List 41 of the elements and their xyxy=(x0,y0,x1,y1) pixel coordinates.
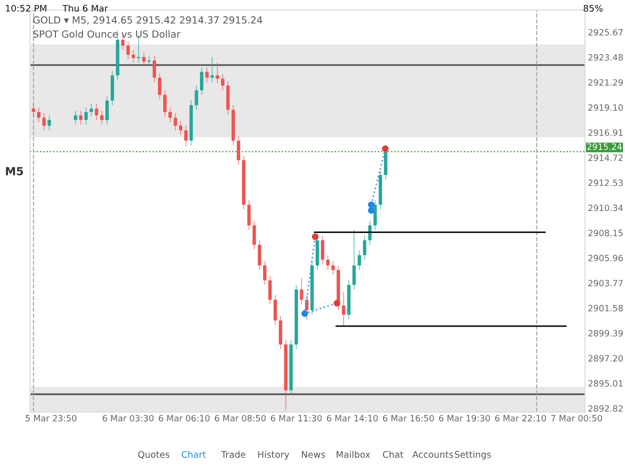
y-tick-label: 2903.77 xyxy=(588,280,623,286)
x-tick-label: 6 Mar 08:50 xyxy=(214,414,266,422)
text: Settings xyxy=(454,450,491,460)
x-tick-label: 6 Mar 22:10 xyxy=(495,414,546,422)
y-tick-label: 2895.01 xyxy=(588,380,623,387)
text: Chart xyxy=(182,450,206,458)
y-tick-label: 2912.53 xyxy=(588,180,623,186)
ref-line-label: 2915.24 xyxy=(587,143,622,150)
x-tick-label: 6 Mar 14:10 xyxy=(326,414,378,422)
x-tick-label: 6 Mar 16:50 xyxy=(383,414,434,422)
y-tick-label: 2921.29 xyxy=(588,79,623,86)
y-tick-label: 2910.34 xyxy=(588,204,623,212)
x-tick-label: 5 Mar 23:50 xyxy=(26,414,76,422)
x-tick-label: 7 Mar 00:50 xyxy=(551,414,602,422)
y-tick-label: 2925.67 xyxy=(588,29,623,36)
x-tick-label: 6 Mar 11:30 xyxy=(270,414,322,422)
text: Chat xyxy=(382,450,404,458)
y-tick-label: 2914.72 xyxy=(588,154,623,161)
x-tick-label: 6 Mar 06:10 xyxy=(158,414,210,422)
y-tick-label: 2897.20 xyxy=(588,355,623,362)
y-tick-label: 2892.82 xyxy=(588,405,623,412)
text: Quotes xyxy=(138,451,170,459)
annotation: Thu 6 Mar xyxy=(62,4,108,12)
text: History xyxy=(258,450,290,460)
text: M5 xyxy=(6,167,23,176)
y-tick-label: 2908.15 xyxy=(588,230,623,236)
y-tick-label: 2905.96 xyxy=(588,254,623,262)
text: Mailbox xyxy=(336,450,370,458)
x-tick-label: 6 Mar 19:30 xyxy=(439,414,490,422)
y-tick-label: 2916.91 xyxy=(588,129,623,136)
y-tick-label: 2919.10 xyxy=(588,104,623,111)
y-tick-label: 2899.39 xyxy=(588,330,623,337)
text: Accounts xyxy=(412,451,454,458)
x-tick-label: 6 Mar 03:30 xyxy=(102,414,154,422)
y-tick-label: 2901.58 xyxy=(588,304,623,312)
text: GOLD ▾ M5, 2914.65 2915.42 2914.37 2915.24 xyxy=(33,16,262,25)
annotation: 10:52 PM xyxy=(6,4,46,12)
annotation: 85% xyxy=(584,4,603,12)
y-tick-label: 2923.48 xyxy=(588,54,623,61)
text: Trade xyxy=(221,450,246,458)
text: News xyxy=(302,451,326,458)
